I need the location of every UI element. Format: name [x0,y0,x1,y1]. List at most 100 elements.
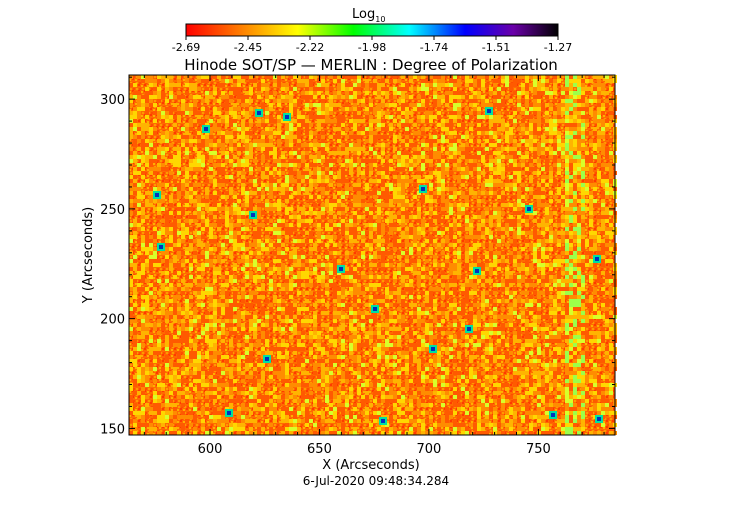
heatmap-cell [357,195,361,199]
heatmap-cell [389,115,393,119]
heatmap-cell [141,131,145,135]
heatmap-cell [341,179,345,183]
heatmap-cell [169,187,173,191]
heatmap-cell [477,179,481,183]
heatmap-cell [357,183,361,187]
heatmap-cell [157,75,161,79]
heatmap-cell [341,319,345,323]
heatmap-cell [209,179,213,183]
heatmap-cell [529,195,533,199]
heatmap-cell [469,95,473,99]
heatmap-cell [333,283,337,287]
heatmap-cell [337,251,341,255]
heatmap-cell [313,155,317,159]
heatmap-cell [353,83,357,87]
heatmap-cell [501,239,505,243]
heatmap-cell [141,211,145,215]
heatmap-cell [381,223,385,227]
heatmap-cell [421,79,425,83]
heatmap-cell [321,99,325,103]
heatmap-cell [197,303,201,307]
heatmap-cell [189,295,193,299]
heatmap-cell [377,171,381,175]
heatmap-cell [545,139,549,143]
heatmap-cell [169,107,173,111]
heatmap-cell [449,123,453,127]
heatmap-cell [137,307,141,311]
heatmap-cell [205,155,209,159]
heatmap-cell [429,139,433,143]
heatmap-cell [325,227,329,231]
heatmap-cell [453,283,457,287]
heatmap-cell [261,159,265,163]
heatmap-cell [241,247,245,251]
heatmap-cell [561,283,565,287]
heatmap-cell [149,163,153,167]
heatmap-cell [389,243,393,247]
heatmap-cell [237,195,241,199]
heatmap-cell [325,223,329,227]
heatmap-cell [513,107,517,111]
heatmap-cell [177,139,181,143]
heatmap-cell [501,119,505,123]
heatmap-cell [281,243,285,247]
heatmap-cell [537,263,541,267]
heatmap-cell [129,203,133,207]
heatmap-cell [413,311,417,315]
heatmap-cell [289,175,293,179]
heatmap-cell [413,147,417,151]
heatmap-cell [481,83,485,87]
heatmap-cell [477,211,481,215]
heatmap-cell [141,127,145,131]
heatmap-cell [133,107,137,111]
heatmap-cell [585,299,589,303]
heatmap-cell [213,295,217,299]
heatmap-cell [253,243,257,247]
heatmap-cell [289,123,293,127]
heatmap-cell [381,227,385,231]
heatmap-cell [585,151,589,155]
heatmap-cell [389,259,393,263]
heatmap-cell [297,235,301,239]
heatmap-cell [185,223,189,227]
heatmap-cell [265,175,269,179]
heatmap-cell [381,267,385,271]
heatmap-cell [601,307,605,311]
heatmap-cell [245,163,249,167]
heatmap-cell [329,111,333,115]
heatmap-cell [581,223,585,227]
heatmap-cell [497,195,501,199]
heatmap-cell [309,199,313,203]
heatmap-cell [445,275,449,279]
heatmap-cell [477,279,481,283]
heatmap-cell [145,111,149,115]
heatmap-cell [593,239,597,243]
heatmap-cell [517,231,521,235]
colorbar-tick-label: -1.74 [420,41,448,54]
heatmap-cell [385,95,389,99]
heatmap-cell [469,135,473,139]
heatmap-cell [409,167,413,171]
heatmap-cell [333,295,337,299]
heatmap-cell [281,99,285,103]
heatmap-cell [409,223,413,227]
heatmap-cell [353,79,357,83]
heatmap-cell [501,163,505,167]
heatmap-cell [185,299,189,303]
heatmap-cell [465,159,469,163]
heatmap-cell [153,87,157,91]
heatmap-cell [225,235,229,239]
heatmap-cell [573,215,577,219]
heatmap-cell [577,307,581,311]
heatmap-cell [301,223,305,227]
heatmap-cell [557,263,561,267]
heatmap-cell [481,227,485,231]
heatmap-cell [457,251,461,255]
heatmap-cell [525,123,529,127]
heatmap-cell [369,83,373,87]
heatmap-cell [597,99,601,103]
heatmap-cell [141,207,145,211]
heatmap-cell [321,187,325,191]
heatmap-cell [401,263,405,267]
heatmap-cell [577,255,581,259]
